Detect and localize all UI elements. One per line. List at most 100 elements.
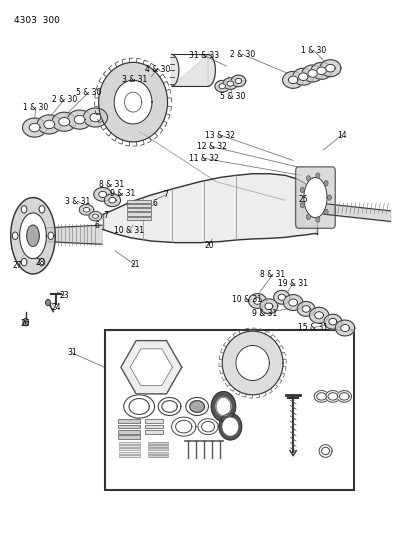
Polygon shape bbox=[248, 294, 266, 309]
Polygon shape bbox=[311, 62, 332, 79]
Bar bbox=[148, 442, 168, 444]
Text: 6: 6 bbox=[95, 221, 100, 230]
Text: 7: 7 bbox=[163, 190, 168, 199]
Polygon shape bbox=[216, 398, 231, 416]
Text: 28: 28 bbox=[35, 258, 44, 266]
Text: 8 & 31: 8 & 31 bbox=[260, 270, 286, 279]
Bar bbox=[148, 455, 168, 457]
Polygon shape bbox=[326, 64, 335, 72]
Text: 10 & 31: 10 & 31 bbox=[114, 226, 144, 235]
Polygon shape bbox=[284, 295, 303, 311]
Text: 1 & 30: 1 & 30 bbox=[301, 46, 326, 55]
Bar bbox=[148, 445, 168, 447]
Polygon shape bbox=[59, 117, 70, 126]
Polygon shape bbox=[175, 420, 192, 433]
Polygon shape bbox=[172, 417, 196, 436]
Text: 5 & 30: 5 & 30 bbox=[76, 88, 101, 97]
Polygon shape bbox=[103, 174, 317, 243]
Polygon shape bbox=[215, 80, 230, 92]
Text: 31: 31 bbox=[67, 349, 77, 358]
Circle shape bbox=[327, 195, 331, 200]
Text: 4 & 30: 4 & 30 bbox=[145, 64, 170, 74]
Polygon shape bbox=[337, 391, 352, 402]
Bar bbox=[127, 208, 151, 212]
Text: 27: 27 bbox=[13, 261, 22, 270]
Polygon shape bbox=[79, 205, 94, 215]
Circle shape bbox=[324, 181, 328, 186]
Text: 26: 26 bbox=[20, 319, 30, 328]
Bar bbox=[118, 430, 140, 433]
Polygon shape bbox=[319, 445, 332, 457]
Polygon shape bbox=[326, 391, 340, 402]
Polygon shape bbox=[74, 115, 85, 124]
Circle shape bbox=[300, 187, 304, 192]
Bar bbox=[127, 213, 151, 216]
Polygon shape bbox=[320, 60, 341, 77]
Polygon shape bbox=[124, 92, 142, 112]
Circle shape bbox=[21, 206, 27, 213]
Polygon shape bbox=[211, 392, 235, 421]
Polygon shape bbox=[329, 318, 337, 325]
Bar bbox=[127, 204, 151, 207]
Polygon shape bbox=[308, 70, 317, 77]
Bar bbox=[105, 330, 354, 490]
Circle shape bbox=[316, 217, 320, 222]
Text: 9 & 31: 9 & 31 bbox=[252, 309, 277, 318]
Polygon shape bbox=[99, 62, 168, 142]
Polygon shape bbox=[129, 399, 149, 415]
Text: 2 & 30: 2 & 30 bbox=[230, 50, 255, 59]
Bar bbox=[119, 442, 140, 444]
Polygon shape bbox=[208, 54, 215, 86]
Polygon shape bbox=[289, 299, 297, 306]
Polygon shape bbox=[22, 118, 47, 137]
Polygon shape bbox=[260, 299, 278, 314]
Circle shape bbox=[48, 232, 54, 239]
Text: 14: 14 bbox=[337, 131, 346, 140]
Polygon shape bbox=[114, 80, 152, 124]
Bar bbox=[127, 200, 151, 203]
Bar bbox=[148, 451, 168, 454]
Polygon shape bbox=[29, 123, 40, 132]
Polygon shape bbox=[328, 393, 338, 400]
Polygon shape bbox=[90, 113, 101, 122]
Polygon shape bbox=[198, 419, 218, 434]
Text: 15 & 31: 15 & 31 bbox=[298, 323, 328, 332]
Circle shape bbox=[324, 209, 328, 215]
Polygon shape bbox=[299, 73, 308, 80]
Polygon shape bbox=[89, 212, 102, 221]
Text: 24: 24 bbox=[51, 303, 61, 312]
Polygon shape bbox=[99, 191, 107, 198]
Bar bbox=[119, 448, 140, 450]
Polygon shape bbox=[339, 393, 349, 400]
Polygon shape bbox=[227, 81, 234, 86]
Polygon shape bbox=[130, 349, 173, 385]
Bar bbox=[119, 451, 140, 454]
Polygon shape bbox=[335, 320, 355, 336]
Polygon shape bbox=[293, 68, 314, 85]
Polygon shape bbox=[219, 84, 226, 89]
Polygon shape bbox=[202, 421, 215, 432]
Polygon shape bbox=[37, 115, 61, 134]
Polygon shape bbox=[288, 76, 298, 84]
Text: 7: 7 bbox=[103, 211, 108, 220]
Text: 3 & 31: 3 & 31 bbox=[122, 75, 148, 84]
Polygon shape bbox=[11, 198, 55, 274]
Bar bbox=[127, 216, 151, 220]
Text: 31 & 33: 31 & 33 bbox=[189, 51, 219, 60]
Circle shape bbox=[39, 259, 45, 266]
Bar bbox=[119, 455, 140, 457]
Text: 23: 23 bbox=[60, 291, 69, 300]
Polygon shape bbox=[158, 398, 181, 416]
Polygon shape bbox=[44, 120, 55, 128]
Polygon shape bbox=[83, 207, 90, 212]
FancyBboxPatch shape bbox=[295, 167, 335, 228]
Polygon shape bbox=[121, 341, 182, 394]
Bar bbox=[145, 430, 164, 433]
Polygon shape bbox=[317, 67, 326, 75]
Text: 8 & 31: 8 & 31 bbox=[99, 180, 124, 189]
Polygon shape bbox=[190, 401, 204, 413]
Text: 2 & 30: 2 & 30 bbox=[51, 95, 77, 104]
Polygon shape bbox=[223, 418, 237, 435]
Text: 25: 25 bbox=[299, 195, 308, 204]
Polygon shape bbox=[315, 312, 324, 319]
